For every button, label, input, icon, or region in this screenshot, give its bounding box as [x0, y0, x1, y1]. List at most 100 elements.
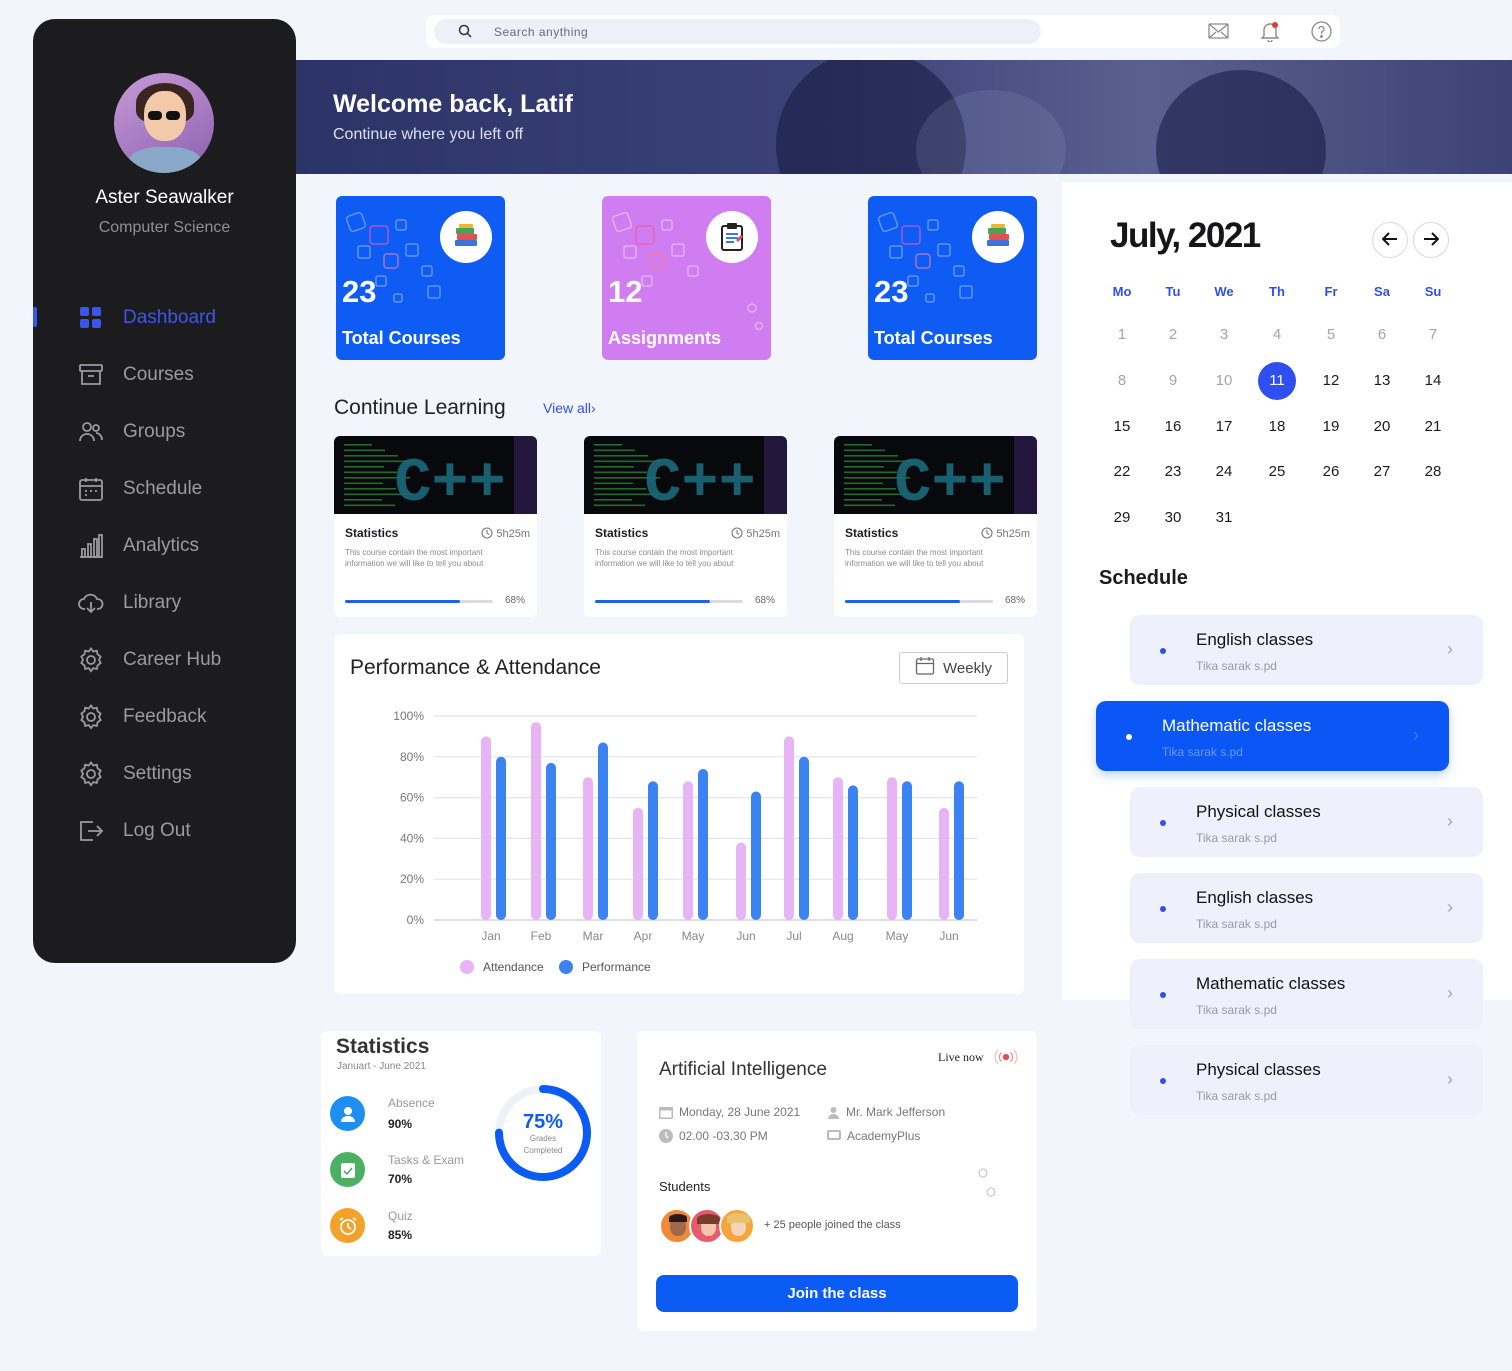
continue-learning-title: Continue Learning	[334, 396, 506, 419]
course-card[interactable]: C++ Statistics 5h25m This course contain th…	[584, 436, 787, 617]
calendar-day[interactable]: 13	[1373, 372, 1391, 389]
calendar-day[interactable]: 2	[1168, 326, 1178, 343]
calendar-day[interactable]: 3	[1219, 326, 1229, 343]
calendar-day[interactable]: 27	[1373, 463, 1391, 480]
calendar-day[interactable]: 9	[1168, 372, 1178, 389]
stat-card-assignments[interactable]: 12 Assignments	[602, 196, 771, 360]
course-card[interactable]: C++ Statistics 5h25m This course contain th…	[834, 436, 1037, 617]
student-avatar[interactable]	[719, 1208, 755, 1244]
search-input[interactable]: Search anything	[434, 19, 1041, 44]
gear-icon	[78, 761, 104, 787]
sidebar-item-dashboard[interactable]: Dashboard	[78, 300, 216, 336]
sidebar-item-analytics[interactable]: Analytics	[78, 528, 199, 564]
bell-icon[interactable]	[1260, 21, 1280, 47]
sidebar-item-label: Library	[123, 592, 182, 613]
course-duration: 5h25m	[981, 527, 1030, 540]
calendar-day[interactable]: 23	[1164, 463, 1182, 480]
schedule-item[interactable]: Mathematic classes Tika sarak s.pd ›	[1096, 701, 1449, 771]
schedule-item[interactable]: Physical classes Tika sarak s.pd ›	[1130, 787, 1483, 857]
live-now-label: Live now	[938, 1050, 984, 1064]
students-label: Students	[659, 1179, 711, 1194]
stat-card-total-courses[interactable]: 23 Total Courses	[868, 196, 1037, 360]
card-pattern	[611, 211, 764, 331]
user-name: Aster Seawalker	[95, 187, 234, 208]
mail-icon[interactable]	[1208, 23, 1229, 44]
sidebar-item-groups[interactable]: Groups	[78, 414, 185, 450]
class-time-text: 02.00 -03.30 PM	[679, 1129, 768, 1143]
calendar-day[interactable]: 25	[1268, 463, 1286, 480]
sidebar-item-log-out[interactable]: Log Out	[78, 813, 191, 849]
calendar-day[interactable]: 28	[1424, 463, 1442, 480]
x-tick-label: May	[682, 929, 705, 943]
bar-performance	[496, 756, 506, 920]
bar-chart-icon	[78, 533, 104, 559]
bar-attendance	[833, 777, 843, 920]
sidebar-item-schedule[interactable]: Schedule	[78, 471, 202, 507]
calendar-day[interactable]: 26	[1322, 463, 1340, 480]
calendar-day-selected[interactable]: 11	[1258, 362, 1296, 400]
calendar-day[interactable]: 5	[1326, 326, 1336, 343]
calendar-day[interactable]: 20	[1373, 418, 1391, 435]
calendar-icon	[78, 476, 104, 502]
calendar-day[interactable]: 7	[1428, 326, 1438, 343]
calendar-day[interactable]: 8	[1117, 372, 1127, 389]
calendar-panel: July, 2021 Schedule	[1062, 182, 1512, 1000]
calendar-day[interactable]: 22	[1113, 463, 1131, 480]
calendar-day[interactable]: 21	[1424, 418, 1442, 435]
range-select-button[interactable]: Weekly	[899, 652, 1008, 684]
calendar-day[interactable]: 30	[1164, 509, 1182, 526]
calendar-day[interactable]: 6	[1377, 326, 1387, 343]
join-class-button[interactable]: Join the class	[656, 1275, 1018, 1312]
joined-count-text: + 25 people joined the class	[764, 1219, 901, 1231]
chevron-right-icon: ›	[1447, 811, 1453, 831]
calendar-day[interactable]: 24	[1215, 463, 1233, 480]
course-card[interactable]: C++ Statistics 5h25m This course contain th…	[334, 436, 537, 617]
sidebar-item-career-hub[interactable]: Career Hub	[78, 642, 221, 678]
course-title: Statistics	[345, 526, 399, 540]
calendar-day[interactable]: 4	[1272, 326, 1282, 343]
schedule-item[interactable]: English classes Tika sarak s.pd ›	[1130, 873, 1483, 943]
view-all-link[interactable]: View all›	[543, 400, 596, 416]
schedule-item[interactable]: Physical classes Tika sarak s.pd ›	[1130, 1045, 1483, 1115]
next-month-button[interactable]	[1413, 222, 1449, 258]
calendar-day[interactable]: 10	[1215, 372, 1233, 389]
bullet-dot	[1160, 648, 1166, 654]
calendar-day[interactable]: 15	[1113, 418, 1131, 435]
calendar-day[interactable]: 29	[1113, 509, 1131, 526]
live-broadcast-icon	[993, 1048, 1019, 1071]
calendar-day[interactable]: 17	[1215, 418, 1233, 435]
sidebar-item-label: Courses	[123, 364, 194, 385]
help-icon[interactable]	[1311, 21, 1332, 47]
sidebar-item-library[interactable]: Library	[78, 585, 181, 621]
chevron-right-icon: ›	[1447, 983, 1453, 1003]
books-icon	[972, 211, 1024, 263]
y-tick-label: 100%	[393, 709, 424, 723]
clock-icon	[481, 527, 493, 539]
weekday-label: Th	[1269, 284, 1285, 299]
svg-text:C++: C++	[644, 448, 756, 514]
calendar-day[interactable]: 19	[1322, 418, 1340, 435]
class-platform-text: AcademyPlus	[847, 1129, 921, 1143]
y-tick-label: 60%	[400, 791, 424, 805]
svg-text:C++: C++	[894, 448, 1006, 514]
stat-card-total-courses[interactable]: 23 Total Courses	[336, 196, 505, 360]
schedule-item[interactable]: English classes Tika sarak s.pd ›	[1130, 615, 1483, 685]
avatar[interactable]	[114, 73, 214, 173]
student-avatar[interactable]	[659, 1208, 695, 1244]
calendar-day[interactable]: 31	[1215, 509, 1233, 526]
calendar-day[interactable]: 1	[1117, 326, 1127, 343]
calendar-day[interactable]: 16	[1164, 418, 1182, 435]
calendar-day[interactable]: 14	[1424, 372, 1442, 389]
schedule-item-teacher: Tika sarak s.pd	[1196, 659, 1277, 673]
calendar-day[interactable]: 18	[1268, 418, 1286, 435]
calendar-day[interactable]: 12	[1322, 372, 1340, 389]
legend-label: Performance	[582, 960, 651, 974]
sidebar-item-feedback[interactable]: Feedback	[78, 699, 206, 735]
sidebar-item-courses[interactable]: Courses	[78, 357, 194, 393]
weekday-label: Su	[1424, 284, 1442, 299]
schedule-item[interactable]: Mathematic classes Tika sarak s.pd ›	[1130, 959, 1483, 1029]
prev-month-button[interactable]	[1372, 222, 1408, 258]
statistics-title: Statistics	[336, 1035, 430, 1058]
svg-text:C++: C++	[394, 448, 506, 514]
sidebar-item-settings[interactable]: Settings	[78, 756, 192, 792]
